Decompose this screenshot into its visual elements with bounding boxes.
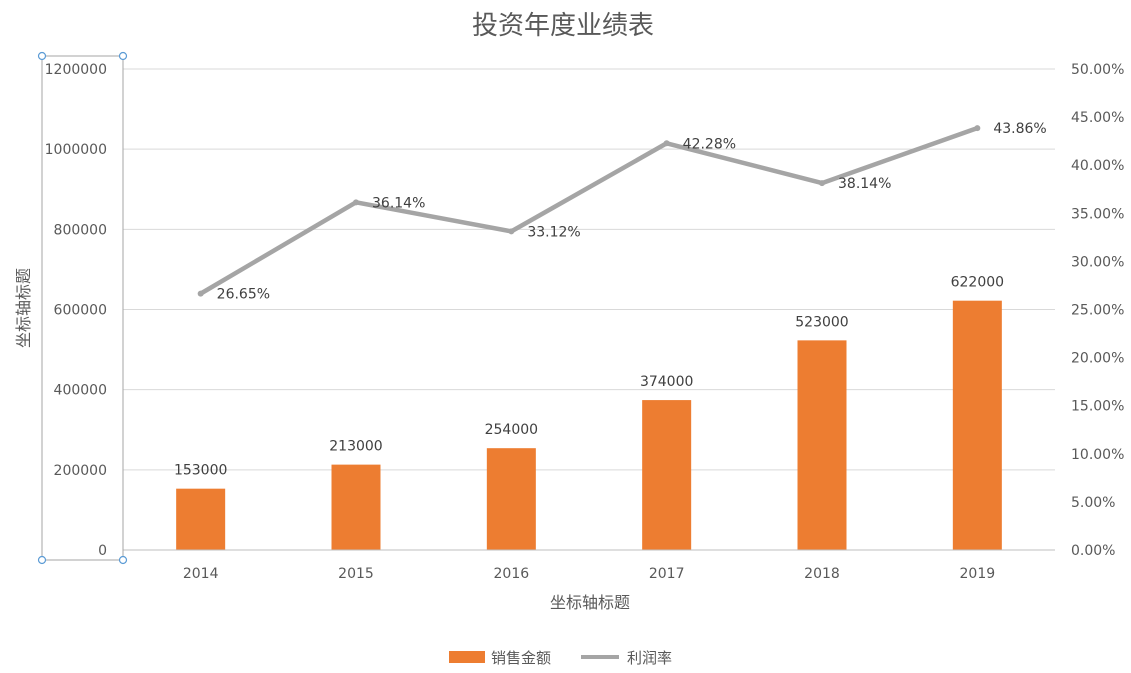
bar-data-label: 254000 bbox=[485, 422, 538, 438]
line-point[interactable] bbox=[819, 180, 825, 187]
x-tick-label: 2014 bbox=[183, 566, 219, 582]
bar[interactable] bbox=[952, 300, 1002, 550]
y2-tick-label: 50.00% bbox=[1071, 62, 1124, 78]
y-tick-label: 800000 bbox=[54, 222, 107, 238]
y2-tick-label: 0.00% bbox=[1071, 543, 1115, 559]
line-data-label: 26.65% bbox=[217, 287, 270, 303]
line-data-label: 33.12% bbox=[527, 224, 580, 240]
x-tick-label: 2016 bbox=[494, 566, 530, 582]
bar[interactable] bbox=[331, 464, 381, 550]
y2-tick-label: 30.00% bbox=[1071, 254, 1124, 270]
bar-data-label: 622000 bbox=[951, 275, 1004, 291]
legend-label-bar: 销售金额 bbox=[491, 649, 551, 667]
x-tick-label: 2018 bbox=[804, 566, 840, 582]
selection-handle[interactable] bbox=[118, 51, 128, 61]
legend[interactable]: 销售金额 利润率 bbox=[449, 649, 672, 667]
line-point[interactable] bbox=[508, 228, 515, 235]
profit-line[interactable] bbox=[198, 125, 980, 296]
line-data-label: 38.14% bbox=[838, 176, 891, 192]
y-tick-label: 0 bbox=[98, 543, 107, 559]
line-data-label: 43.86% bbox=[993, 121, 1046, 137]
y2-tick-label: 45.00% bbox=[1071, 110, 1124, 126]
line-point[interactable] bbox=[663, 140, 670, 147]
y-tick-label: 200000 bbox=[54, 463, 107, 479]
line-series[interactable] bbox=[197, 125, 981, 297]
legend-swatch-bar bbox=[449, 651, 485, 663]
x-tick-label: 2017 bbox=[649, 566, 685, 582]
line-point[interactable] bbox=[353, 199, 359, 206]
x-axis[interactable]: 2014 2015 2016 2017 2018 2019 bbox=[123, 549, 1055, 582]
data-labels: 153000 213000 254000 374000 523000 622000 26.6… bbox=[174, 121, 1047, 479]
y2-tick-label: 25.00% bbox=[1071, 303, 1124, 319]
y2-tick-label: 20.00% bbox=[1071, 351, 1124, 367]
selection-handle[interactable] bbox=[37, 555, 47, 565]
line-data-label: 42.28% bbox=[683, 136, 736, 152]
y-axis-left[interactable]: 0 200000 400000 600000 800000 1000000 1200000 bbox=[45, 62, 107, 559]
y-tick-label: 1000000 bbox=[45, 142, 107, 158]
line-point[interactable] bbox=[197, 290, 204, 297]
x-tick-label: 2015 bbox=[338, 566, 374, 582]
bar[interactable] bbox=[797, 340, 847, 550]
bar-data-label: 153000 bbox=[174, 463, 227, 479]
y2-tick-label: 40.00% bbox=[1071, 158, 1124, 174]
bar[interactable] bbox=[642, 400, 692, 550]
y-tick-label: 1200000 bbox=[45, 62, 107, 78]
selection-frame bbox=[41, 55, 124, 561]
legend-label-line: 利润率 bbox=[627, 649, 672, 667]
y-tick-label: 600000 bbox=[54, 303, 107, 319]
selection-handle[interactable] bbox=[118, 555, 128, 565]
y2-tick-label: 15.00% bbox=[1071, 399, 1124, 415]
y2-tick-label: 35.00% bbox=[1071, 206, 1124, 222]
bar-series[interactable] bbox=[176, 300, 1002, 550]
line-point[interactable] bbox=[974, 125, 981, 132]
bar-data-label: 213000 bbox=[329, 439, 382, 455]
y2-tick-label: 10.00% bbox=[1071, 447, 1124, 463]
y-axis-title[interactable]: 坐标轴标题 bbox=[14, 268, 33, 348]
y2-tick-label: 5.00% bbox=[1071, 495, 1115, 511]
bar[interactable] bbox=[176, 488, 226, 550]
y-tick-label: 400000 bbox=[54, 383, 107, 399]
y-axis-title-selected[interactable]: 坐标轴标题 bbox=[14, 51, 128, 565]
y-axis-right[interactable]: 0.00% 5.00% 10.00% 15.00% 20.00% 25.00% 30.00%… bbox=[1071, 62, 1124, 559]
line-data-label: 36.14% bbox=[372, 195, 425, 211]
x-tick-label: 2019 bbox=[960, 566, 996, 582]
gridlines bbox=[123, 68, 1055, 551]
chart-title[interactable]: 投资年度业绩表 bbox=[472, 11, 654, 41]
bar-data-label: 374000 bbox=[640, 374, 693, 390]
bar-data-label: 523000 bbox=[795, 314, 848, 330]
bar[interactable] bbox=[486, 448, 536, 550]
selection-handle[interactable] bbox=[37, 51, 47, 61]
x-axis-title[interactable]: 坐标轴标题 bbox=[550, 593, 630, 612]
